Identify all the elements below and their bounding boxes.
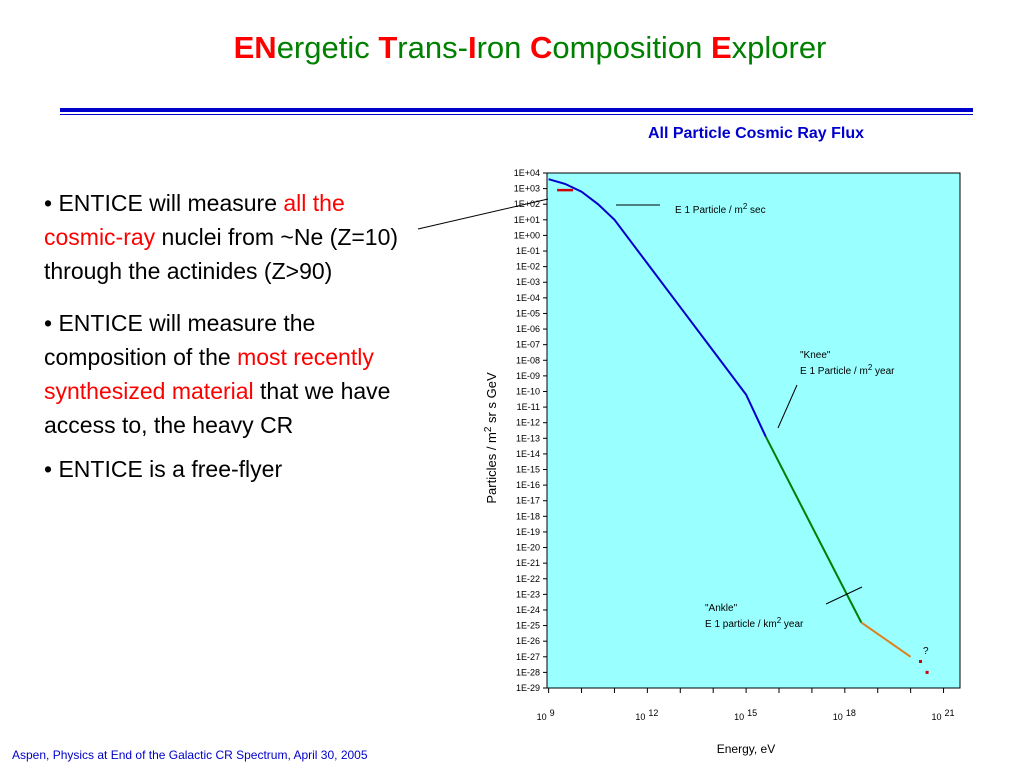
x-tick-label-exponent: 15 — [747, 708, 757, 718]
y-tick-label: 1E-07 — [516, 340, 540, 350]
y-tick-label: 1E-18 — [516, 511, 540, 521]
annotation-q-line: ? — [923, 646, 929, 657]
title-rest-3: ron — [476, 30, 522, 65]
y-tick-label: 1E-17 — [516, 496, 540, 506]
series-line-mid — [764, 436, 863, 623]
annotation-ankle-line: "Ankle" — [705, 603, 738, 614]
annotation-leader — [417, 198, 549, 230]
title-cap-1: EN — [233, 30, 277, 65]
chart-title: All Particle Cosmic Ray Flux — [648, 125, 864, 142]
y-tick-label: 1E-29 — [516, 683, 540, 693]
y-tick-label: 1E-26 — [516, 636, 540, 646]
bullet-2-post: that we have access to, the heavy CR — [44, 378, 391, 438]
title-cap-5: E — [710, 30, 732, 65]
flux-series — [548, 178, 912, 658]
y-tick-label: 1E-11 — [517, 402, 540, 412]
bullet-1-highlight: all the cosmic-ray — [44, 190, 345, 250]
y-tick-label: 1E-15 — [516, 465, 540, 475]
y-axis-label: Particles / m2 sr s GeV — [483, 372, 499, 504]
y-axis-ticks: 1E+041E+031E+021E+011E+001E-011E-021E-03… — [514, 168, 547, 693]
bullet-3-text: • ENTICE is a free-flyer — [44, 456, 283, 482]
marker-dot — [925, 670, 929, 674]
y-tick-label: 1E+00 — [514, 230, 540, 240]
y-tick-label: 1E-03 — [516, 277, 540, 287]
y-tick-label: 1E-14 — [516, 449, 540, 459]
y-tick-label: 1E-02 — [516, 262, 540, 272]
y-tick-label: 1E-09 — [516, 371, 540, 381]
annotation-sec-line: E 1 Particle / m2 sec — [675, 202, 766, 216]
y-tick-label: 1E-10 — [516, 386, 540, 396]
x-tick-label-exponent: 18 — [846, 708, 856, 718]
annotation-leaders — [417, 198, 863, 605]
x-tick-label-exponent: 9 — [550, 708, 555, 718]
y-tick-label: 1E-21 — [516, 558, 540, 568]
marker-dot — [919, 659, 923, 663]
annotations: E 1 Particle / m2 sec "Knee" E 1 Particle … — [675, 202, 929, 657]
annotation-ankle-line: E 1 particle / km2 year — [705, 616, 804, 630]
y-tick-label: 1E+01 — [514, 215, 540, 225]
x-tick-label-exponent: 12 — [648, 708, 658, 718]
y-tick-label: 1E-04 — [516, 293, 540, 303]
title-cap-4: C — [530, 30, 553, 65]
y-tick-label: 1E-22 — [516, 574, 540, 584]
title-rest-1: ergetic — [276, 30, 370, 65]
y-tick-label: 1E-12 — [516, 418, 540, 428]
y-tick-label: 1E-20 — [516, 543, 540, 553]
y-tick-label: 1E-24 — [516, 605, 540, 615]
page-title: ENergetic Trans-Iron Composition Explore… — [0, 30, 1024, 66]
x-tick-label-base: 10 — [833, 712, 843, 722]
annotation-leader — [825, 586, 863, 605]
plot-area — [546, 172, 961, 689]
annotation-knee-line: "Knee" — [800, 350, 831, 361]
y-tick-label: 1E+03 — [514, 184, 540, 194]
title-cap-2: T — [378, 30, 398, 65]
x-tick-label-base: 10 — [932, 712, 942, 722]
title-divider — [60, 108, 973, 112]
y-tick-label: 1E-13 — [516, 433, 540, 443]
series-line-low — [548, 178, 767, 438]
title-rest-4: omposition — [552, 30, 703, 65]
footer-citation: Aspen, Physics at End of the Galactic CR… — [12, 748, 368, 762]
annotation-leader — [777, 384, 798, 429]
title-rest-5: xplorer — [731, 30, 827, 65]
annotation-knee-line: E 1 Particle / m2 year — [800, 363, 895, 377]
bullet-3: • ENTICE is a free-flyer — [44, 452, 424, 486]
y-tick-label: 1E-01 — [516, 246, 540, 256]
bullet-1-post: nuclei from ~Ne (Z=10) through the actin… — [44, 224, 399, 284]
bullet-2-pre: • ENTICE will measure the composition of… — [44, 310, 316, 370]
x-axis-ticks: 10 9 10 12 10 15 10 18 10 21 — [537, 688, 955, 722]
title-cap-3: I — [467, 30, 477, 65]
bullet-list: • ENTICE will measure all the cosmic-ray… — [44, 186, 424, 504]
x-tick-label-base: 10 — [635, 712, 645, 722]
y-tick-label: 1E-05 — [516, 308, 540, 318]
flux-markers — [557, 188, 929, 674]
y-tick-label: 1E-25 — [516, 621, 540, 631]
bullet-1: • ENTICE will measure all the cosmic-ray… — [44, 186, 424, 288]
y-tick-label: 1E+04 — [514, 168, 540, 178]
y-tick-label: 1E-19 — [516, 527, 540, 537]
x-axis-label: Energy, eV — [717, 742, 775, 756]
bullet-1-pre: • ENTICE will measure — [44, 190, 284, 216]
y-tick-label: 1E-08 — [516, 355, 540, 365]
y-tick-label: 1E-23 — [516, 589, 540, 599]
x-tick-label-exponent: 21 — [945, 708, 955, 718]
bullet-2: • ENTICE will measure the composition of… — [44, 306, 424, 442]
y-tick-label: 1E-16 — [516, 480, 540, 490]
x-tick-label-base: 10 — [734, 712, 744, 722]
y-tick-label: 1E-06 — [516, 324, 540, 334]
bullet-2-highlight: most recently synthesized material — [44, 344, 374, 404]
series-line-high — [860, 621, 912, 658]
x-tick-label-base: 10 — [537, 712, 547, 722]
y-tick-label: 1E-27 — [516, 652, 540, 662]
y-tick-label: 1E-28 — [516, 667, 540, 677]
title-divider-thin — [60, 114, 973, 115]
title-rest-2: rans- — [397, 30, 468, 65]
